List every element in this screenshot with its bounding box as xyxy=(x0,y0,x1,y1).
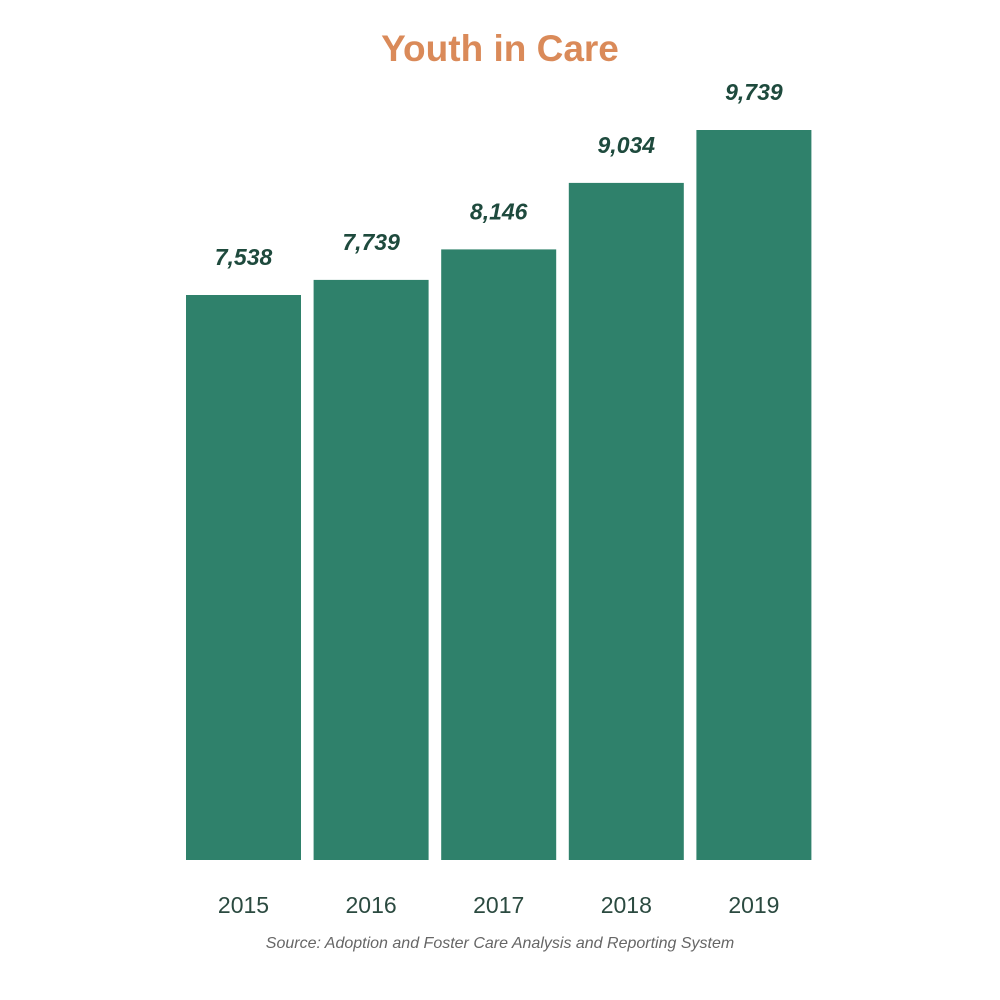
value-label-2016: 7,739 xyxy=(342,229,400,255)
bar-2017 xyxy=(441,249,557,860)
category-label-2019: 2019 xyxy=(728,892,779,918)
source-note: Source: Adoption and Foster Care Analysi… xyxy=(265,935,735,952)
value-label-2015: 7,538 xyxy=(215,244,273,270)
bars-layer xyxy=(186,130,812,860)
bar-2019 xyxy=(696,130,812,860)
bar-2016 xyxy=(313,279,429,860)
value-label-2019: 9,739 xyxy=(725,79,783,105)
value-label-2017: 8,146 xyxy=(470,198,528,224)
category-label-2015: 2015 xyxy=(218,892,269,918)
category-label-2018: 2018 xyxy=(601,892,652,918)
category-label-2017: 2017 xyxy=(473,892,524,918)
chart-title: Youth in Care xyxy=(381,28,619,69)
category-label-2016: 2016 xyxy=(346,892,397,918)
value-labels-layer: 7,538 7,739 8,146 9,034 9,739 xyxy=(215,79,783,270)
category-labels-layer: 2015 2016 2017 2018 2019 xyxy=(218,892,780,918)
value-label-2018: 9,034 xyxy=(598,132,656,158)
bar-2015 xyxy=(186,295,301,860)
bar-2018 xyxy=(568,182,684,860)
